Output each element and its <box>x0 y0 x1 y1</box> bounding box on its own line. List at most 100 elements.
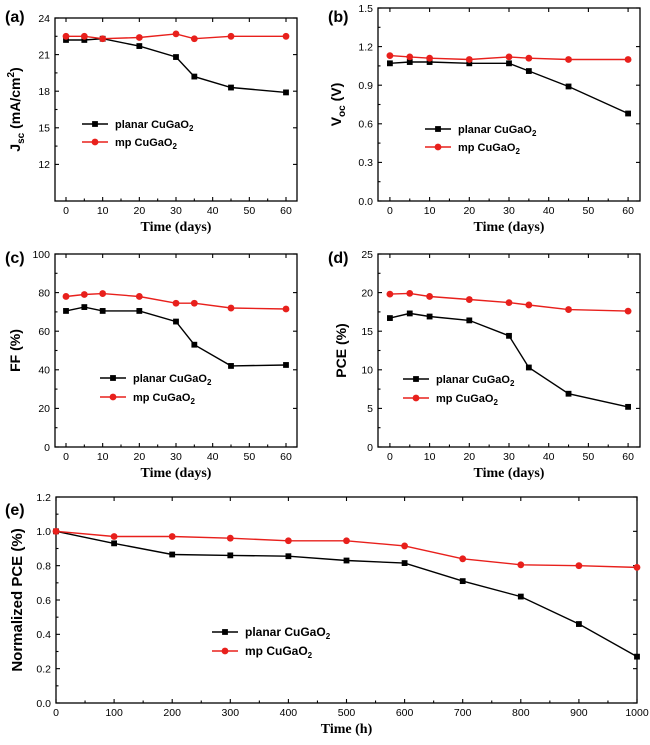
panel-label: (c) <box>5 250 25 267</box>
x-tick-label: 60 <box>280 205 292 217</box>
data-point-planar <box>173 318 179 325</box>
data-point-mp <box>505 299 513 307</box>
x-tick-label: 10 <box>424 451 436 463</box>
data-point-mp <box>285 537 292 545</box>
x-tick-label: 20 <box>133 205 145 217</box>
panel-label: (b) <box>328 9 348 26</box>
data-point-mp <box>406 289 414 297</box>
x-tick-label: 10 <box>97 205 109 217</box>
data-point-mp <box>99 35 107 43</box>
data-point-mp <box>99 290 107 297</box>
legend-marker <box>435 126 441 132</box>
data-point-planar <box>565 390 572 397</box>
data-point-mp <box>282 32 290 40</box>
data-point-mp <box>110 533 118 540</box>
y-tick-label: 0 <box>367 442 373 454</box>
x-axis-label: Time (days) <box>141 466 212 481</box>
legend-marker <box>91 138 99 146</box>
data-point-planar <box>283 362 289 368</box>
legend-entry: planar CuGaO2 <box>245 625 331 641</box>
data-point-planar <box>466 317 473 324</box>
data-point-planar <box>576 621 582 627</box>
data-point-planar <box>565 83 572 90</box>
data-point-planar <box>285 553 292 560</box>
y-tick-label: 1.2 <box>358 41 373 53</box>
legend-entry: mp CuGaO2 <box>458 142 520 156</box>
y-tick-label: 20 <box>38 403 50 415</box>
data-point-planar <box>81 304 88 310</box>
data-point-mp <box>465 296 473 303</box>
legend-entry: mp CuGaO2 <box>133 392 195 406</box>
y-axis-label: Jsc (mA/cm2) <box>6 67 27 151</box>
x-axis-label: Time (days) <box>474 466 545 481</box>
x-tick-label: 100 <box>105 707 123 719</box>
data-point-planar <box>227 552 234 559</box>
x-tick-label: 30 <box>170 451 182 463</box>
data-point-mp <box>80 291 88 298</box>
data-point-mp <box>575 562 583 570</box>
x-axis-label: Time (days) <box>474 220 545 235</box>
data-point-mp <box>459 555 467 563</box>
x-tick-label: 200 <box>163 707 181 719</box>
data-point-planar <box>466 60 473 67</box>
data-point-mp <box>525 301 533 309</box>
data-point-planar <box>99 308 106 314</box>
data-point-mp <box>624 307 632 315</box>
x-tick-label: 400 <box>280 707 298 719</box>
legend-entry: planar CuGaO2 <box>115 119 194 133</box>
panel-a: 0 10 20 30 40 50 60 12 15 18 21 24 Time (days) Jsc (m… <box>5 9 298 235</box>
data-point-mp <box>426 54 434 62</box>
data-point-planar <box>459 578 466 585</box>
y-tick-label: 1.0 <box>36 526 51 538</box>
legend-marker <box>92 121 98 127</box>
data-point-planar <box>426 59 433 65</box>
y-tick-label: 0.6 <box>358 119 373 131</box>
data-point-mp <box>168 533 176 540</box>
x-tick-label: 30 <box>170 205 182 217</box>
legend-marker <box>222 629 228 635</box>
y-tick-label: 0.8 <box>36 560 51 572</box>
data-point-planar <box>406 59 413 65</box>
legend-marker <box>434 143 442 151</box>
series-line-planar <box>389 61 629 115</box>
data-point-planar <box>173 54 179 60</box>
y-tick-label: 1.2 <box>36 492 51 504</box>
x-tick-label: 700 <box>454 707 472 719</box>
x-tick-label: 900 <box>570 707 588 719</box>
x-tick-label: 30 <box>503 205 515 217</box>
data-point-planar <box>401 560 408 566</box>
series-line-planar <box>55 530 638 658</box>
y-tick-label: 0.2 <box>36 663 51 675</box>
plot-frame <box>377 253 641 448</box>
x-tick-label: 600 <box>396 707 414 719</box>
x-tick-label: 50 <box>583 205 595 217</box>
y-tick-label: 0.9 <box>358 80 373 92</box>
x-tick-label: 40 <box>207 205 219 217</box>
y-tick-label: 5 <box>367 403 373 415</box>
x-tick-label: 40 <box>543 451 555 463</box>
plot-frame <box>54 253 298 448</box>
y-tick-label: 80 <box>38 287 50 299</box>
series-line-planar <box>389 312 629 408</box>
x-tick-label: 30 <box>503 451 515 463</box>
y-tick-label: 100 <box>32 249 50 261</box>
y-axis-label: PCE (%) <box>333 323 349 377</box>
data-point-mp <box>633 563 641 571</box>
data-point-planar <box>625 403 631 410</box>
data-point-planar <box>228 363 234 369</box>
x-tick-label: 20 <box>463 205 475 217</box>
panel-label: (a) <box>5 9 25 26</box>
panel-d: 0 10 20 30 40 50 60 0 5 10 15 20 25 Time (days) PCE (%… <box>328 249 641 481</box>
y-tick-label: 10 <box>361 365 373 377</box>
data-point-planar <box>525 364 532 371</box>
y-tick-label: 18 <box>38 86 50 98</box>
data-point-planar <box>283 89 289 96</box>
data-point-mp <box>386 52 394 60</box>
legend-entry: mp CuGaO2 <box>436 393 498 407</box>
data-point-planar <box>169 551 176 558</box>
data-point-planar <box>634 653 640 660</box>
data-point-planar <box>387 60 393 67</box>
legend-entry: planar CuGaO2 <box>133 373 212 387</box>
data-point-mp <box>525 54 533 62</box>
y-axis-label: FF (%) <box>7 329 23 372</box>
